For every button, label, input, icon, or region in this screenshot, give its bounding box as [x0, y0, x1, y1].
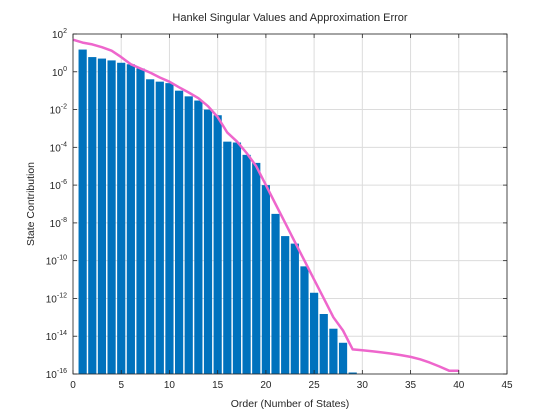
- bar: [117, 62, 126, 374]
- bar: [281, 236, 290, 374]
- bar-series: [78, 49, 357, 375]
- bar: [107, 60, 116, 375]
- x-tick-label: 0: [70, 380, 76, 391]
- y-tick-label: 10-12: [46, 292, 67, 305]
- bar: [97, 58, 107, 374]
- y-tick-label: 102: [52, 28, 67, 41]
- y-tick-label: 10-6: [50, 179, 67, 192]
- bar: [329, 328, 338, 374]
- bar: [146, 79, 155, 374]
- x-tick-label: 30: [357, 380, 369, 391]
- bar: [252, 162, 261, 374]
- bar: [290, 243, 299, 374]
- bar: [338, 342, 348, 374]
- y-axis-label: State Contribution: [25, 162, 37, 246]
- y-tick-label: 10-10: [46, 255, 67, 268]
- y-tick-label: 10-2: [50, 104, 67, 117]
- error-line: [72, 38, 459, 372]
- bar: [88, 57, 97, 374]
- error-line-series: [72, 38, 459, 372]
- axis-ticks: 0 5 10 15 20 25 30 35 40 45 102 100 10-2 10-4 10-6 10-8…: [46, 28, 513, 391]
- bar: [300, 266, 309, 374]
- bar: [174, 90, 184, 375]
- x-tick-label: 35: [405, 380, 417, 391]
- y-tick-label: 10-16: [46, 368, 67, 381]
- bar: [319, 314, 328, 374]
- chart-title: Hankel Singular Values and Approximation…: [172, 12, 408, 24]
- bar: [223, 141, 232, 374]
- bar: [155, 81, 164, 375]
- x-tick-label: 40: [453, 380, 465, 391]
- x-tick-label: 45: [501, 380, 513, 391]
- x-tick-label: 25: [309, 380, 321, 391]
- bar: [232, 142, 242, 374]
- bar: [348, 372, 357, 374]
- y-tick-label: 10-14: [46, 330, 67, 343]
- bar: [271, 213, 280, 374]
- y-tick-label: 10-8: [50, 217, 67, 230]
- x-tick-label: 5: [118, 380, 124, 391]
- bar: [184, 96, 193, 375]
- y-tick-label: 100: [52, 66, 67, 79]
- plot-area-border: [72, 33, 508, 375]
- bar: [213, 115, 222, 375]
- bar: [126, 64, 135, 374]
- bar: [165, 83, 174, 374]
- bar: [78, 49, 87, 375]
- bar: [203, 109, 213, 375]
- y-tick-label: 10-4: [50, 141, 67, 154]
- x-axis-label: Order (Number of States): [231, 398, 349, 410]
- bar: [310, 292, 319, 374]
- x-tick-label: 10: [164, 380, 176, 391]
- bar: [136, 68, 145, 375]
- bar: [194, 100, 203, 374]
- x-tick-label: 20: [260, 380, 272, 391]
- bar: [242, 154, 251, 374]
- x-tick-label: 15: [212, 380, 224, 391]
- bar: [261, 185, 270, 374]
